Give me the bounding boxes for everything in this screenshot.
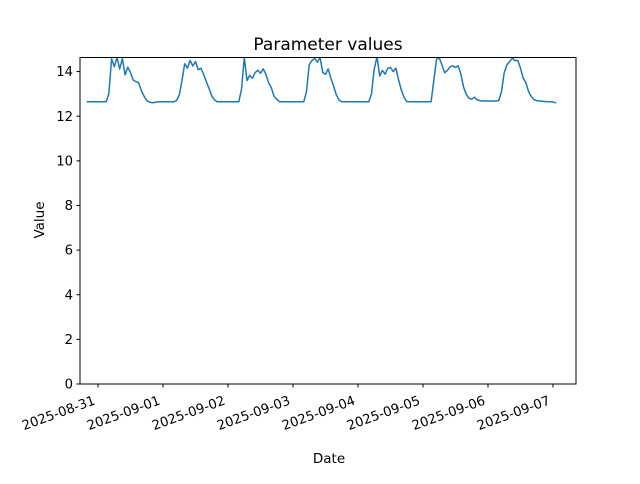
x-axis-ticks: 2025-08-312025-09-012025-09-022025-09-03… (20, 384, 554, 434)
x-tick-label: 2025-09-04 (280, 394, 357, 434)
y-tick-label: 2 (65, 333, 73, 348)
y-tick-label: 14 (56, 65, 73, 80)
chart-title: Parameter values (253, 35, 402, 55)
axes-frame (79, 57, 577, 385)
y-axis-ticks: 0 2 4 6 8 10 12 14 (56, 65, 80, 393)
x-tick-label: 2025-09-05 (345, 394, 422, 434)
x-tick-label: 2025-09-03 (215, 394, 292, 434)
x-tick-label: 2025-09-07 (475, 394, 552, 434)
y-tick-label: 10 (56, 154, 73, 169)
x-axis-label: Date (313, 451, 345, 467)
x-tick-label: 2025-09-06 (410, 394, 487, 434)
y-tick-label: 4 (65, 288, 73, 303)
y-tick-label: 8 (65, 199, 73, 214)
series-line (86, 57, 557, 104)
y-tick-label: 0 (65, 378, 73, 393)
x-tick-label: 2025-09-02 (150, 394, 227, 434)
y-axis-label: Value (32, 201, 48, 238)
y-tick-label: 12 (56, 110, 73, 125)
x-tick-label: 2025-09-01 (85, 394, 162, 434)
y-tick-label: 6 (65, 244, 73, 259)
x-tick-label: 2025-08-31 (20, 394, 97, 434)
